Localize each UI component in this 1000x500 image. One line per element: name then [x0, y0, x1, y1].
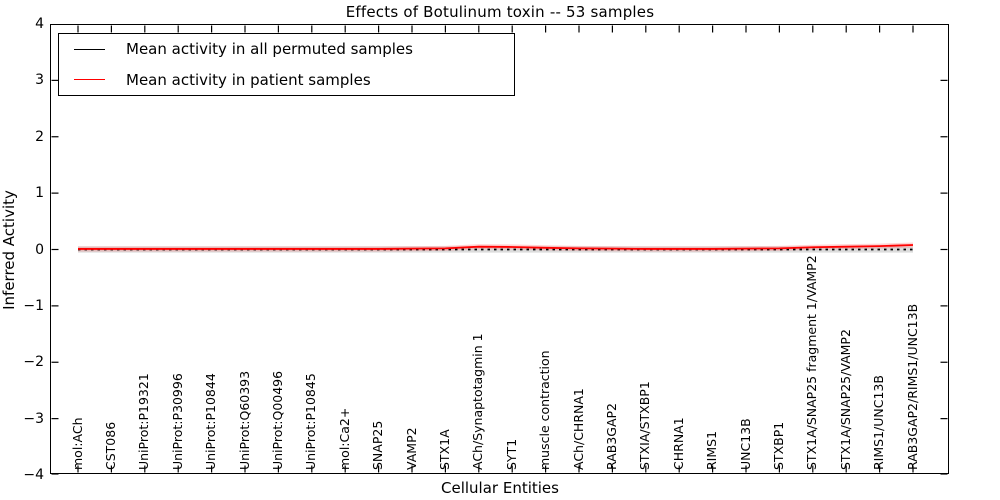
plot-area: [51, 24, 948, 475]
x-tick-label: STXBP1: [770, 421, 786, 470]
x-axis-label: Cellular Entities: [441, 479, 559, 497]
x-tick-label: VAMP2: [403, 427, 419, 470]
y-tick-label: −2: [23, 354, 44, 371]
x-tick-label: STX1A/SNAP25 fragment 1/VAMP2: [804, 255, 820, 470]
y-tick-label: 1: [35, 185, 44, 202]
x-tick-label: RIMS1/UNC13B: [871, 375, 887, 470]
x-tick-label: ACh/Synaptotagmin 1: [470, 333, 486, 470]
x-tick-label: SYT1: [503, 438, 519, 470]
patient-line-swatch-icon: [74, 79, 105, 81]
x-tick-label: CHRNA1: [670, 417, 686, 470]
legend-item-patient: Mean activity in patient samples: [59, 66, 514, 94]
x-tick-label: UniProt:Q60393: [236, 370, 252, 470]
y-tick-label: 4: [35, 16, 44, 32]
x-tick-label: UniProt:Q00496: [269, 370, 285, 470]
legend-label-patient: Mean activity in patient samples: [126, 70, 371, 89]
x-tick-label: STX1A/SNAP25/VAMP2: [837, 329, 853, 470]
x-tick-label: STX1A: [436, 429, 452, 470]
legend: Mean activity in all permuted samples Me…: [58, 33, 515, 96]
x-tick-label: CST086: [102, 421, 118, 470]
x-tick-label: mol:Ca2+: [336, 407, 352, 470]
x-tick-label: UniProt:P30996: [169, 373, 185, 470]
x-tick-label: muscle contraction: [537, 350, 553, 470]
y-tick-label: 0: [35, 241, 44, 258]
y-tick-label: −3: [23, 410, 44, 427]
x-tick-label: SNAP25: [370, 420, 386, 470]
x-tick-label: UniProt:P10844: [203, 373, 219, 470]
chart-title: Effects of Botulinum toxin -- 53 samples: [345, 3, 655, 21]
y-tick-label: −1: [23, 297, 44, 314]
x-tick-label: RIMS1: [704, 430, 720, 470]
x-tick-label: RAB3GAP2: [603, 403, 619, 470]
x-tick-label: ACh/CHRNA1: [570, 388, 586, 470]
x-tick-label: UNC13B: [737, 418, 753, 470]
x-tick-label: UniProt:P10845: [303, 373, 319, 470]
x-tick-label: RAB3GAP2/RIMS1/UNC13B: [904, 303, 920, 470]
legend-item-permuted: Mean activity in all permuted samples: [59, 35, 514, 63]
x-tick-label: STXIA/STXBP1: [637, 381, 653, 470]
legend-label-permuted: Mean activity in all permuted samples: [126, 40, 413, 59]
patient-series-line: [78, 244, 914, 250]
permuted-line-swatch-icon: [74, 48, 105, 50]
y-tick-label: −4: [23, 467, 44, 483]
y-tick-label: 2: [35, 128, 44, 145]
x-tick-label: mol:ACh: [69, 417, 85, 471]
y-tick-label: 3: [35, 72, 44, 89]
x-tick-label: UniProt:P19321: [136, 373, 152, 470]
axes-frame: [50, 24, 949, 474]
